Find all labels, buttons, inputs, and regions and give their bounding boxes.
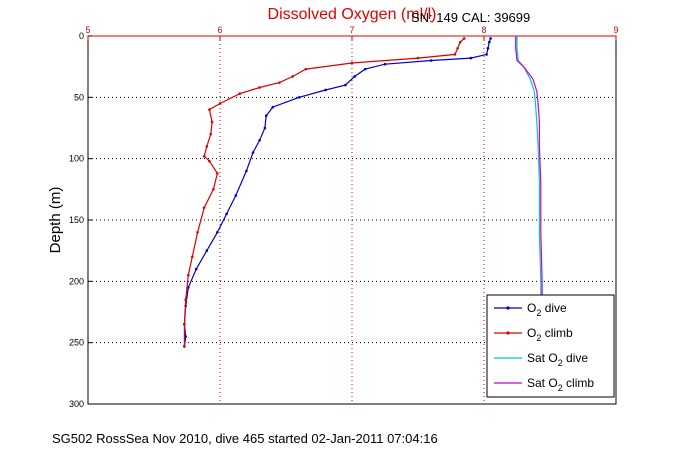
series-point [344,83,347,87]
series-point [194,267,198,271]
series-point [258,86,261,89]
series-point [209,132,213,136]
series-point [363,67,367,71]
y-axis-ticks: 0 50 100 150 200 250 300 [69,31,92,409]
footer-caption: SG502 RossSea Nov 2010, dive 465 started… [52,431,438,446]
y-tick-label: 50 [74,92,84,102]
chart-title: Dissolved Oxygen (ml/l) [268,6,437,23]
series-point [350,61,354,65]
series-point [258,138,261,142]
legend: O2 dive O2 climb Sat O2 dive Sat O2 climb [486,294,615,398]
series-point [271,105,275,109]
legend-label: Sat O2 climb [527,376,594,393]
legend-box [486,294,615,398]
y-tick-label: 200 [69,276,84,286]
series-point [216,172,219,175]
series-point [485,53,488,56]
series-point [458,40,462,44]
series-point [208,108,211,111]
series-point [238,92,242,95]
series-point [263,126,267,130]
y-axis-label: Depth (m) [47,187,64,254]
series-point [184,335,187,338]
y-tick-label: 250 [69,338,84,348]
series-point [225,212,228,216]
grid [88,36,616,404]
legend-marker [506,331,510,335]
series-point [278,81,281,84]
y-tick-label: 100 [69,154,84,164]
x-tick-label: 5 [85,25,90,35]
series-point [353,75,356,78]
legend-label: Sat O2 dive [527,351,588,368]
y-tick-label: 0 [79,31,84,41]
series-point [202,154,206,158]
series-point [324,88,327,92]
series-point [210,120,214,124]
series-point [202,206,206,210]
series-point [456,46,459,50]
legend-marker [506,306,510,310]
series-point [429,59,433,62]
series-point [183,322,186,326]
series-point [205,145,209,148]
series-point [208,159,211,163]
legend-label: O2 dive [527,301,567,318]
series-point [383,62,387,66]
series-point [187,273,190,277]
series-point [453,53,457,56]
series-point [205,249,209,252]
series-point [291,75,294,78]
series-point [264,114,268,118]
series-point [216,230,219,234]
y-tick-label: 300 [69,399,84,409]
x-tick-label: 7 [349,25,354,35]
series-point [196,230,199,234]
series-line-4 [515,36,543,325]
legend-label: O2 climb [527,326,573,343]
legend-items: O2 dive O2 climb Sat O2 dive Sat O2 climb [494,301,594,393]
series-point [297,96,301,99]
series-point [462,37,466,40]
y-tick-label: 150 [69,215,84,225]
series-point [245,169,248,173]
series-line-2 [183,38,465,347]
series-point [486,46,490,50]
series-line-3 [516,36,542,325]
series-point [218,102,222,105]
series-point [183,345,186,348]
series-point [190,255,194,259]
x-axis-ticks: 5 6 7 8 9 [85,25,619,40]
x-tick-label: 9 [613,25,618,35]
series-point [184,298,187,302]
series-point [487,40,491,44]
series-point [469,56,473,60]
x-tick-label: 8 [481,25,486,35]
series-point [212,188,215,191]
series-group [183,36,543,348]
series-point [304,67,308,71]
series-line-1 [183,38,492,347]
series-point [251,151,255,154]
series-point [234,194,238,197]
x-tick-label: 6 [217,25,222,35]
serial-calibration-label: SN: 149 CAL: 39699 [411,10,530,25]
series-point [416,56,420,60]
series-point [489,37,492,40]
